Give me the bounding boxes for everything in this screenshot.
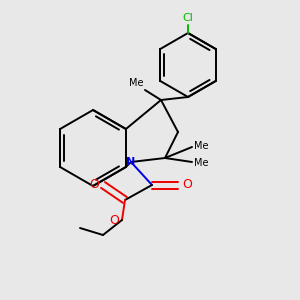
Text: Me: Me [194,158,208,168]
Text: N: N [126,157,136,167]
Text: Cl: Cl [183,13,194,23]
Text: Me: Me [194,141,208,151]
Text: Me: Me [128,78,143,88]
Text: O: O [89,178,99,191]
Text: O: O [182,178,192,191]
Text: O: O [109,214,119,226]
